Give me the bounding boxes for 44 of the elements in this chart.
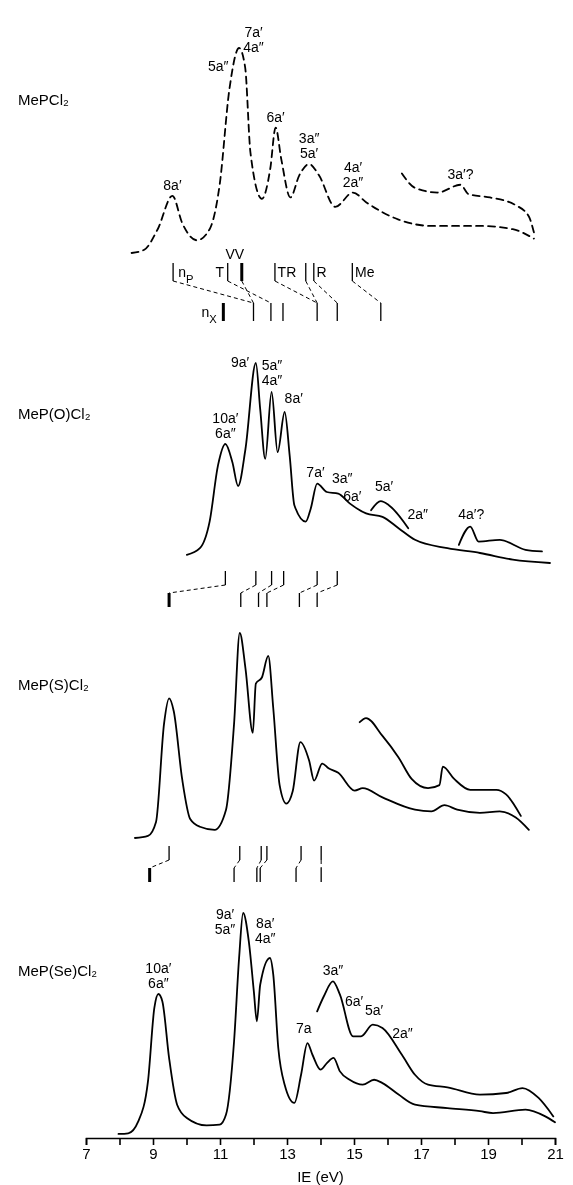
annotation: 8a′ 4a″ bbox=[254, 915, 276, 946]
x-tick-label: 13 bbox=[279, 1144, 296, 1162]
text: MeP(O)Cl₂ bbox=[18, 405, 91, 422]
annotation: 10a′ 6a″ bbox=[145, 960, 172, 991]
annotation: 6a′ bbox=[344, 993, 364, 1009]
annotation: 10a′ 6a″ bbox=[212, 410, 239, 441]
annotation: 3a′? bbox=[447, 165, 474, 182]
annotation: VV bbox=[225, 246, 245, 262]
x-tick-label: 19 bbox=[480, 1144, 497, 1162]
annotation: 7a′ bbox=[306, 464, 325, 480]
text: Me bbox=[355, 264, 375, 280]
annotation: 3a″ 5a′ bbox=[298, 130, 320, 162]
text: MeP(Se)Cl₂ bbox=[18, 962, 98, 979]
annotation: 3a″ bbox=[322, 961, 344, 978]
text: TR bbox=[277, 264, 297, 280]
annotation: 8a′ bbox=[284, 390, 304, 406]
text: n$_{X}$ bbox=[201, 304, 218, 325]
annotation: 8a′ bbox=[163, 176, 182, 193]
annotation: 4a′ 2a″ bbox=[342, 158, 364, 190]
annotation: 9a′ 5a″ bbox=[214, 906, 236, 937]
x-axis-title: IE (eV) bbox=[297, 1168, 344, 1185]
x-tick-label: 9 bbox=[149, 1144, 158, 1162]
annotation: 2a″ bbox=[392, 1025, 413, 1041]
annotation: 4a′? bbox=[458, 506, 485, 522]
annotation: 9a′ bbox=[231, 354, 250, 370]
x-tick-label: 7 bbox=[82, 1144, 91, 1162]
annotation: 5a″ 4a″ bbox=[261, 357, 283, 388]
annotation: 5a′ bbox=[375, 478, 394, 494]
annotation: 7a bbox=[295, 1020, 312, 1036]
x-tick-label: 17 bbox=[413, 1144, 430, 1162]
annotation: 2a″ bbox=[407, 506, 428, 522]
annotation: 5a′ bbox=[365, 1002, 384, 1018]
text: MeP(S)Cl₂ bbox=[18, 676, 89, 694]
x-tick-label: 21 bbox=[547, 1144, 564, 1162]
text: T bbox=[215, 264, 225, 280]
annotation: 5a″ bbox=[208, 58, 229, 74]
annotation: 6a′ bbox=[266, 108, 286, 125]
text: R bbox=[316, 264, 327, 280]
annotation: 7a′ 4a″ bbox=[243, 24, 264, 55]
x-tick-label: 15 bbox=[346, 1144, 363, 1162]
text: MePCl₂ bbox=[18, 91, 70, 109]
annotation: 3a″ bbox=[332, 470, 353, 486]
text: n$_{P}$ bbox=[178, 264, 194, 285]
x-tick-label: 11 bbox=[212, 1144, 229, 1162]
